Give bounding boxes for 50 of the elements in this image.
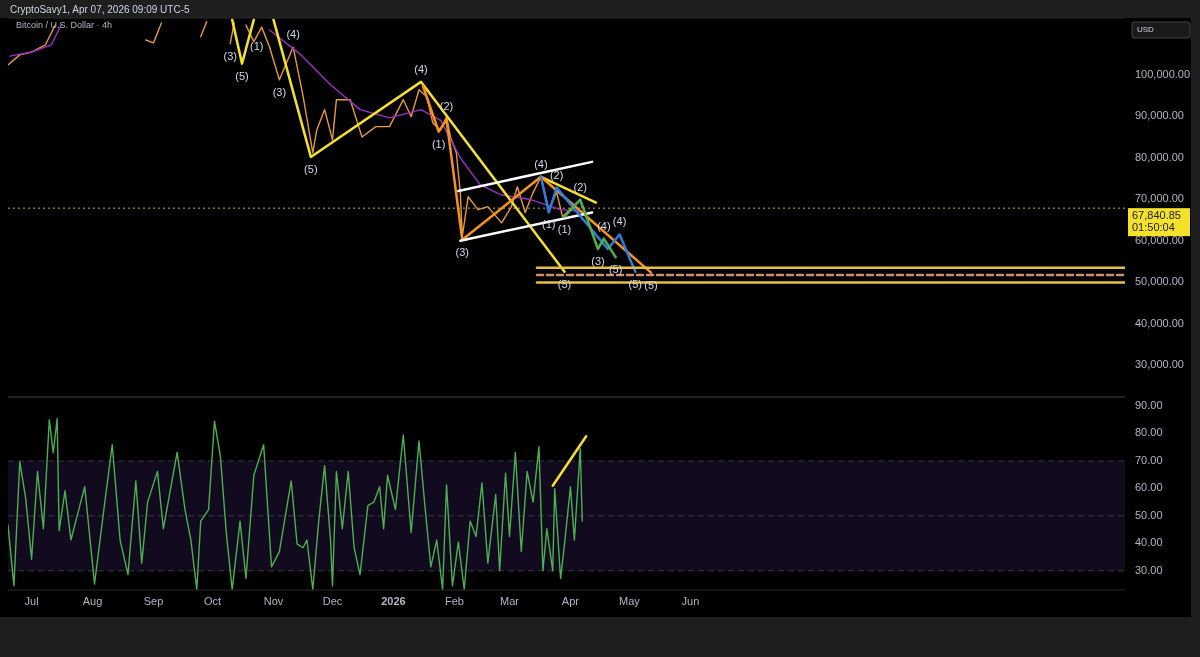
x-tick-label: May bbox=[619, 594, 641, 607]
y-tick-label: 70.00 bbox=[1135, 453, 1163, 466]
y-tick-label: 30.00 bbox=[1135, 563, 1163, 576]
y-tick-label: 90,000.00 bbox=[1135, 109, 1184, 122]
y-tick-label: 70,000.00 bbox=[1135, 192, 1184, 205]
x-tick-label: Nov bbox=[263, 594, 284, 607]
y-tick-label: 40,000.00 bbox=[1135, 316, 1184, 329]
line-series bbox=[8, 417, 583, 590]
chart-subtitle: CryptoSavy1, Apr 07, 2026 09:09 UTC-5 bbox=[10, 4, 190, 15]
annotation: (2) bbox=[549, 168, 564, 181]
y-axis-title: USD bbox=[1137, 25, 1155, 35]
annotation: (3) bbox=[223, 49, 237, 62]
x-tick-label: Apr bbox=[561, 594, 580, 607]
annotation: (4) bbox=[612, 215, 627, 228]
annotation: (5) bbox=[235, 69, 249, 82]
x-tick-label: Aug bbox=[82, 594, 103, 607]
y-tick-label: 50.00 bbox=[1135, 508, 1163, 521]
y-tick-label: 90.00 bbox=[1135, 398, 1163, 411]
annotation: (3) bbox=[591, 254, 605, 267]
x-tick-label: Sep bbox=[143, 594, 164, 607]
text: 01:50:04 bbox=[1132, 221, 1175, 234]
annotation: (3) bbox=[455, 245, 469, 258]
y-tick-label: 80,000.00 bbox=[1135, 150, 1184, 163]
y-tick-label: 100,000.00 bbox=[1135, 67, 1191, 80]
x-tick-label: Oct bbox=[203, 594, 222, 607]
y-tick-label: 80.00 bbox=[1135, 426, 1163, 439]
annotation: (4) bbox=[286, 27, 300, 40]
y-tick-label: 60,000.00 bbox=[1135, 233, 1184, 246]
chart-title: Bitcoin / U.S. Dollar · 4h bbox=[16, 20, 113, 30]
annotation: (4) bbox=[414, 62, 428, 75]
annotation: (2) bbox=[573, 180, 587, 193]
y-tick-label: 40.00 bbox=[1135, 536, 1163, 549]
annotation: (2) bbox=[439, 100, 454, 113]
annotation: (3) bbox=[272, 85, 287, 98]
x-tick-label: Jul bbox=[24, 594, 39, 607]
annotation: (4) bbox=[534, 157, 548, 170]
annotation: (4) bbox=[597, 219, 611, 232]
annotation: (1) bbox=[431, 137, 446, 150]
y-tick-label: 60.00 bbox=[1135, 481, 1163, 494]
y-tick-label: 50,000.00 bbox=[1135, 275, 1184, 288]
x-tick-label: 2026 bbox=[381, 594, 406, 607]
ref-line-label: 67,840.85 bbox=[1132, 209, 1181, 222]
annotation: (1) bbox=[250, 39, 264, 52]
x-tick-label: Dec bbox=[322, 594, 343, 607]
x-tick-label: Feb bbox=[444, 594, 464, 607]
x-tick-label: Jun bbox=[681, 594, 700, 607]
annotation: (1) bbox=[557, 222, 572, 235]
y-tick-label: 30,000.00 bbox=[1135, 357, 1184, 370]
x-tick-label: Mar bbox=[499, 594, 520, 607]
annotation: (5) bbox=[304, 162, 318, 175]
